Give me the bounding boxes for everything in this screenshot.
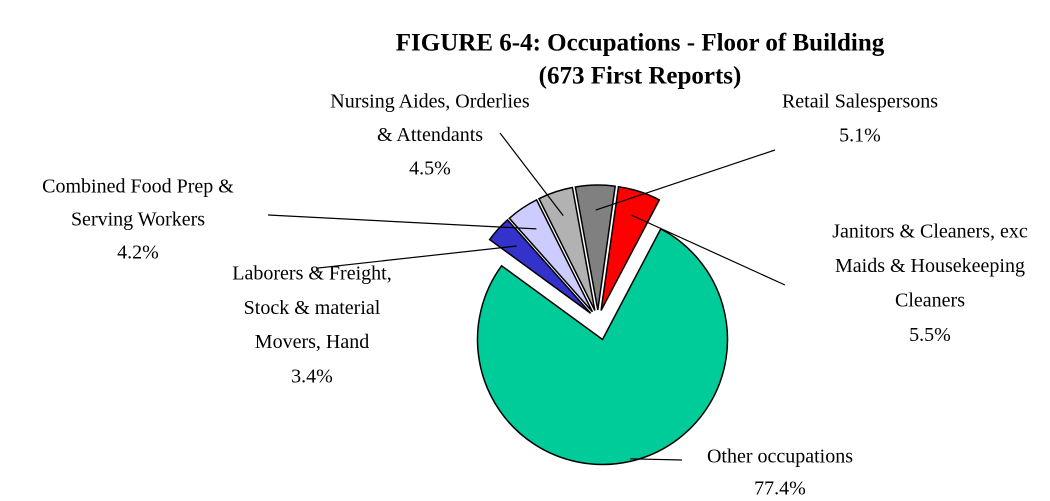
slice-label: Janitors & Cleaners, exc (832, 221, 1028, 243)
slice-label: Maids & Housekeeping (835, 255, 1025, 277)
chart-subtitle: (673 First Reports) (539, 63, 742, 90)
slice-label: Retail Salespersons (782, 91, 938, 113)
leader-line (267, 214, 537, 230)
chart-title: FIGURE 6-4: Occupations - Floor of Build… (396, 30, 885, 57)
slice-value-label: 77.4% (754, 478, 806, 500)
pie-slice (574, 184, 617, 311)
slice-label: Nursing Aides, Orderlies (330, 91, 530, 113)
slice-label: Laborers & Freight, (232, 263, 391, 285)
slice-label: Other occupations (707, 446, 853, 468)
slice-value-label: 5.5% (909, 324, 951, 346)
slice-value-label: 4.2% (117, 242, 159, 264)
slice-value-label: 3.4% (291, 365, 333, 387)
slice-label: Serving Workers (71, 209, 205, 231)
slice-value-label: 5.1% (839, 125, 881, 147)
pie-slice (476, 227, 729, 466)
slice-label: Movers, Hand (255, 331, 369, 353)
slice-label: Combined Food Prep & (42, 176, 234, 198)
leader-line (595, 149, 776, 211)
leader-line (630, 458, 683, 461)
slice-label: Stock & material (244, 297, 381, 319)
leader-line (499, 132, 564, 217)
pie-slice (538, 186, 596, 311)
leader-line (631, 214, 786, 286)
pie-slice (600, 185, 661, 311)
leader-line (317, 245, 517, 273)
slice-label: Cleaners (895, 290, 965, 312)
pie-slice (488, 218, 592, 314)
pie-slice (508, 198, 594, 313)
slice-label: & Attendants (377, 124, 483, 146)
slice-value-label: 4.5% (409, 158, 451, 180)
